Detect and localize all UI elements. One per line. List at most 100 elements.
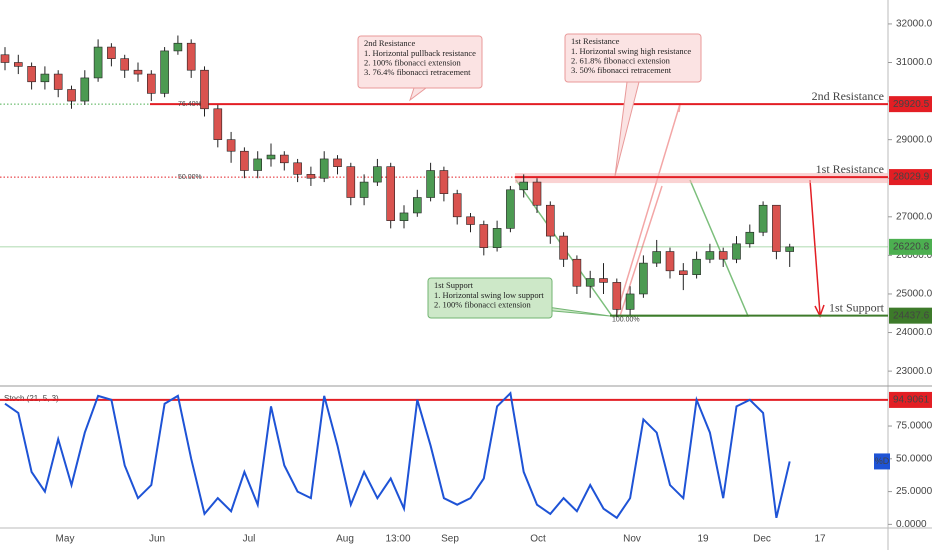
y-tick-label: 25000.0 <box>896 289 932 300</box>
candle-body <box>466 216 475 225</box>
candle-body <box>386 166 396 221</box>
candle-body <box>785 246 795 252</box>
price-tag <box>889 238 932 255</box>
price-tag-label: 28029.9 <box>893 172 930 183</box>
callout-line: 2. 61.8% fibonacci extension <box>571 55 671 65</box>
candle-body <box>532 181 542 206</box>
x-tick-label: 19 <box>697 534 709 545</box>
callout-line: 2. 100% fibonacci extension <box>364 57 462 67</box>
candle-body <box>492 228 502 248</box>
callout-tail <box>614 81 640 177</box>
candle-body <box>67 89 76 102</box>
candle-body <box>14 62 23 67</box>
candle-body <box>599 278 608 283</box>
x-tick-label: May <box>56 534 75 545</box>
fib-label: 76.40% <box>178 101 202 108</box>
candle-body <box>306 174 316 179</box>
candle-body <box>279 154 289 164</box>
x-tick-label: Aug <box>336 534 354 545</box>
candle-body <box>506 189 515 229</box>
y-tick-label: 0.0000 <box>896 519 927 530</box>
x-tick-label: 13:00 <box>385 534 410 545</box>
fib-label: 50.00% <box>178 174 202 181</box>
candle-body <box>559 235 568 260</box>
legend-label: %D <box>875 456 890 466</box>
candle-body <box>572 258 582 287</box>
candle-body <box>253 158 262 171</box>
candle-body <box>200 69 209 110</box>
x-tick-label: Jun <box>149 534 165 545</box>
price-tag <box>889 169 932 186</box>
candle-body <box>452 193 462 218</box>
y-tick-label: 25.0000 <box>896 486 932 497</box>
x-tick-label: Sep <box>441 534 459 545</box>
callout-box <box>357 35 483 89</box>
level-name: 1st Support <box>829 300 885 314</box>
y-tick-label: 75.0000 <box>896 421 932 432</box>
candle-body <box>373 166 382 183</box>
level-name: 1st Resistance <box>816 162 884 176</box>
candle-body <box>80 77 90 102</box>
callout-line: 2. 100% fibonacci extension <box>434 299 532 309</box>
candle-body <box>758 204 768 233</box>
candle-body <box>519 181 529 191</box>
callout-title: 2nd Resistance <box>364 38 415 48</box>
candle-body <box>53 73 63 90</box>
candle-body <box>133 69 143 75</box>
y-tick-label: 23000.0 <box>896 366 932 377</box>
candle-body <box>346 166 356 198</box>
candle-body <box>147 73 156 94</box>
candle-body <box>705 251 715 260</box>
callout-title: 1st Resistance <box>571 36 620 46</box>
y-tick-label: 31000.0 <box>896 57 932 68</box>
y-tick-label: 27000.0 <box>896 211 932 222</box>
callout-box <box>427 277 553 319</box>
candle-body <box>333 158 342 167</box>
candle-body <box>226 139 236 152</box>
y-tick-label: 26000.0 <box>896 250 932 261</box>
candle-body <box>107 46 116 59</box>
candle-body <box>745 231 755 245</box>
candle-body <box>772 204 781 252</box>
candle-body <box>678 270 688 275</box>
candle-body <box>479 224 489 248</box>
y-tick-label: 24000.0 <box>896 327 932 338</box>
candle-body <box>173 42 183 52</box>
candle-body <box>93 46 103 79</box>
callout-line: 3. 76.4% fibonacci retracement <box>364 67 471 77</box>
x-tick-label: 17 <box>814 534 826 545</box>
candle-body <box>625 293 635 310</box>
candle-body <box>120 58 129 71</box>
x-tick-label: Nov <box>623 534 641 545</box>
y-tick-label: 50.0000 <box>896 453 932 464</box>
candle-body <box>399 212 409 221</box>
callout-line: 1. Horizontal swing high resistance <box>571 46 691 56</box>
candle-body <box>160 50 169 94</box>
callout-box <box>564 33 702 83</box>
pink-projection <box>615 103 681 317</box>
callout-line: 1. Horizontal pullback resistance <box>364 48 476 58</box>
candle-body <box>359 181 369 198</box>
price-tag <box>889 307 932 324</box>
price-tag <box>889 96 932 113</box>
legend-tag <box>874 453 890 470</box>
candle-body <box>439 170 449 194</box>
x-tick-label: Jul <box>243 534 256 545</box>
candle-body <box>612 282 622 310</box>
price-tag-label: 26220.8 <box>893 242 930 253</box>
y-tick-label: 32000.0 <box>896 19 932 30</box>
stoch-line <box>4 391 791 520</box>
candle-body <box>0 54 10 63</box>
indicator-title: Stoch (21, 5, 3) <box>4 394 59 403</box>
candle-body <box>639 262 648 295</box>
candle-body <box>186 42 196 71</box>
candle-body <box>213 108 223 140</box>
price-tag <box>889 391 932 408</box>
price-tag-label: 24437.6 <box>893 310 930 321</box>
candle-body <box>426 170 435 198</box>
candle-body <box>585 278 595 287</box>
callout-tail <box>409 87 427 102</box>
callout-title: 1st Support <box>434 280 474 290</box>
candle-body <box>27 66 36 83</box>
